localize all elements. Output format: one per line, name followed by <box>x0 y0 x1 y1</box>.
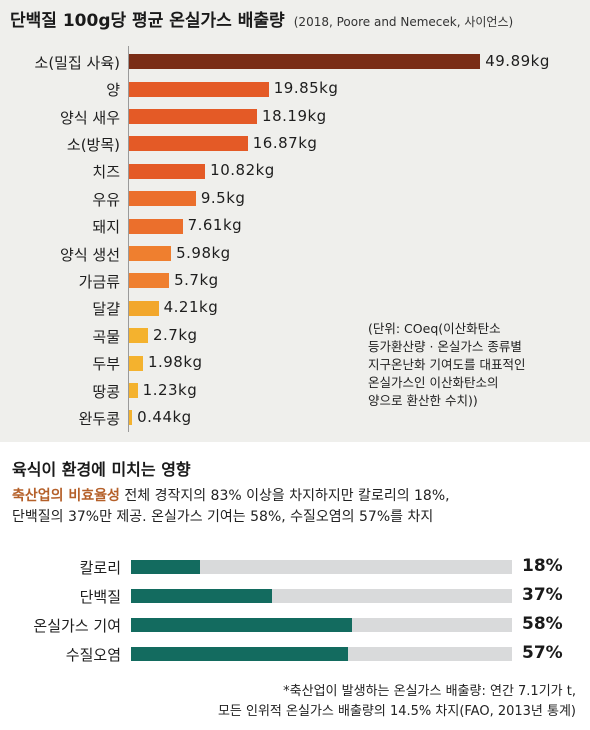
value-label: 9.5kg <box>200 188 246 207</box>
bar <box>129 191 196 207</box>
bar <box>129 300 159 316</box>
category-label: 달걀 <box>92 300 120 319</box>
value-label: 58% <box>522 613 563 634</box>
bar <box>129 246 172 261</box>
value-label: 1.98kg <box>147 353 203 372</box>
description-highlight: 축산업의 비효율성 <box>12 488 120 504</box>
category-label: 가금류 <box>78 272 120 291</box>
category-label: 칼로리 <box>79 558 121 577</box>
value-label: 5.7kg <box>174 270 219 289</box>
value-label: 49.89kg <box>485 51 550 70</box>
category-label: 곡물 <box>92 327 120 346</box>
bar <box>131 559 200 574</box>
value-label: 57% <box>522 642 563 663</box>
description-line2: 단백질의 37%만 제공. 온실가스 기여는 58%, 수질오염의 57%를 차… <box>12 509 434 525</box>
unit-note-line: 양으로 환산한 수치)) <box>368 393 478 408</box>
category-label: 땅콩 <box>92 382 120 401</box>
section-title: 육식이 환경에 미치는 영향 <box>12 460 191 479</box>
category-label: 온실가스 기여 <box>33 616 121 635</box>
value-label: 16.87kg <box>252 133 318 152</box>
value-label: 7.61kg <box>187 216 243 235</box>
unit-note-line: 지구온난화 기여도를 대표적인 <box>368 357 526 372</box>
unit-note: (단위: COeq(이산화탄소 등가환산량 · 온실가스 종류별 지구온난화 기… <box>368 320 578 410</box>
category-label: 양 <box>106 81 120 100</box>
bar <box>129 163 206 179</box>
bar <box>129 81 269 97</box>
value-label: 10.82kg <box>210 161 275 180</box>
chart-title-main: 단백질 100g당 평균 온실가스 배출량 <box>10 11 285 31</box>
bar <box>131 617 352 632</box>
category-label: 돼지 <box>92 218 120 237</box>
emissions-bar-chart: 소(밀집 사육) 49.89kg 양 19.85kg 양식 새우 18.19kg 소(방목)… <box>0 40 590 432</box>
category-label: 소(밀집 사육) <box>34 53 120 72</box>
bar <box>129 410 133 426</box>
impact-panel: 육식이 환경에 미치는 영향 축산업의 비효율성 전체 경작지의 83% 이상을… <box>0 442 590 730</box>
category-label: 우유 <box>92 190 120 209</box>
category-label: 소(방목) <box>66 135 120 154</box>
category-label: 단백질 <box>79 587 121 606</box>
value-label: 2.7kg <box>153 325 198 344</box>
value-label: 18.19kg <box>262 106 327 125</box>
section-description: 축산업의 비효율성 전체 경작지의 83% 이상을 차지하지만 칼로리의 18%… <box>12 486 582 528</box>
axis-line <box>128 46 129 432</box>
impact-bar-chart: 칼로리 18% 단백질 37% 온실가스 기여 58% 수질오염 57% <box>0 552 590 672</box>
description-line1: 전체 경작지의 83% 이상을 차지하지만 칼로리의 18%, <box>119 488 450 504</box>
bar-track <box>131 559 512 574</box>
bar <box>129 136 248 152</box>
bar <box>129 109 258 124</box>
footnote-line1: *축산업이 발생하는 온실가스 배출량: 연간 7.1기가 t, <box>283 684 576 699</box>
value-label: 5.98kg <box>176 243 231 262</box>
value-label: 19.85kg <box>273 79 339 98</box>
bar <box>129 218 183 234</box>
footnote: *축산업이 발생하는 온실가스 배출량: 연간 7.1기가 t, 모든 인위적 … <box>218 682 576 722</box>
value-label: 4.21kg <box>163 298 219 317</box>
chart-title: 단백질 100g당 평균 온실가스 배출량 (2018, Poore and N… <box>10 6 513 31</box>
value-label: 37% <box>522 584 563 605</box>
value-label: 18% <box>522 555 563 576</box>
bar <box>129 355 143 371</box>
unit-note-line: 온실가스인 이산화탄소의 <box>368 375 499 390</box>
footnote-line2: 모든 인위적 온실가스 배출량의 14.5% 차지(FAO, 2013년 통계) <box>217 704 576 719</box>
category-label: 수질오염 <box>65 645 121 664</box>
value-label: 1.23kg <box>142 380 198 399</box>
bar <box>129 383 138 398</box>
emissions-panel: 단백질 100g당 평균 온실가스 배출량 (2018, Poore and N… <box>0 0 590 442</box>
value-label: 0.44kg <box>137 407 192 426</box>
unit-note-line: (단위: COeq(이산화탄소 <box>368 321 501 336</box>
category-label: 양식 생선 <box>60 245 120 264</box>
bar <box>131 646 349 661</box>
category-label: 양식 새우 <box>60 108 120 127</box>
bar <box>129 328 148 344</box>
bar <box>129 54 481 70</box>
category-label: 치즈 <box>92 163 120 182</box>
bar <box>131 588 272 603</box>
bar <box>129 273 170 289</box>
category-label: 두부 <box>92 355 120 374</box>
chart-source: (2018, Poore and Nemecek, 사이언스) <box>293 15 514 29</box>
category-label: 완두콩 <box>78 409 120 428</box>
unit-note-line: 등가환산량 · 온실가스 종류별 <box>368 339 522 354</box>
